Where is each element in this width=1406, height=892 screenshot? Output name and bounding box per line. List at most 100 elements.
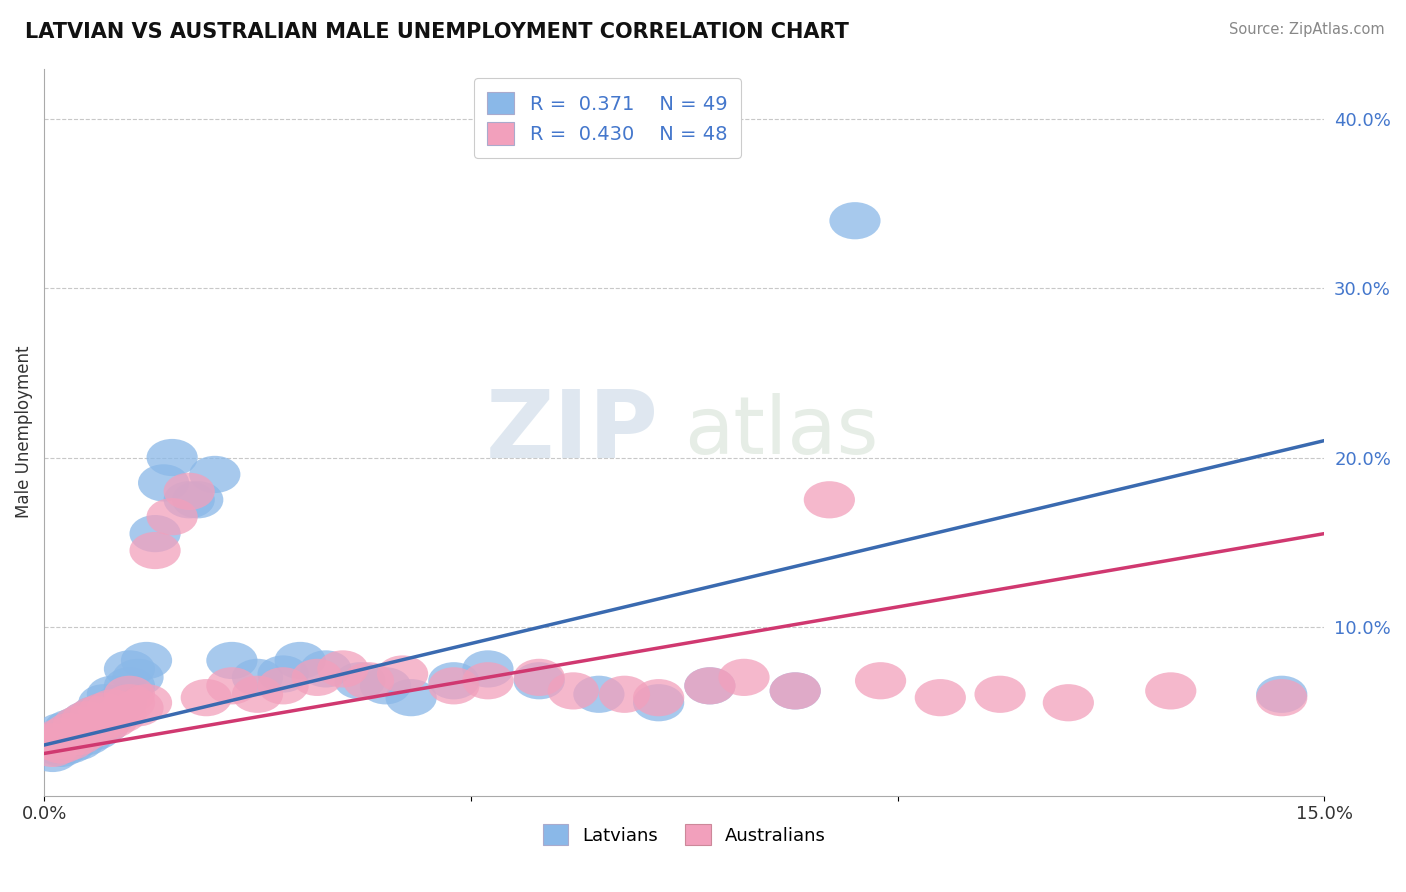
Ellipse shape: [44, 723, 96, 760]
Ellipse shape: [79, 692, 129, 730]
Ellipse shape: [769, 673, 821, 709]
Ellipse shape: [70, 713, 121, 750]
Ellipse shape: [718, 659, 769, 696]
Ellipse shape: [463, 650, 513, 688]
Ellipse shape: [291, 659, 343, 696]
Ellipse shape: [513, 662, 565, 699]
Text: Source: ZipAtlas.com: Source: ZipAtlas.com: [1229, 22, 1385, 37]
Ellipse shape: [62, 709, 112, 747]
Y-axis label: Male Unemployment: Male Unemployment: [15, 346, 32, 518]
Ellipse shape: [1256, 679, 1308, 716]
Ellipse shape: [35, 718, 87, 756]
Ellipse shape: [633, 684, 685, 722]
Ellipse shape: [87, 701, 138, 739]
Ellipse shape: [377, 656, 429, 692]
Ellipse shape: [79, 706, 129, 743]
Ellipse shape: [112, 690, 163, 726]
Ellipse shape: [79, 692, 129, 730]
Ellipse shape: [104, 684, 155, 722]
Ellipse shape: [299, 650, 352, 688]
Ellipse shape: [257, 667, 309, 705]
Ellipse shape: [548, 673, 599, 709]
Ellipse shape: [463, 662, 513, 699]
Ellipse shape: [87, 696, 138, 733]
Ellipse shape: [87, 690, 138, 726]
Ellipse shape: [44, 718, 96, 756]
Ellipse shape: [121, 642, 172, 679]
Ellipse shape: [104, 675, 155, 713]
Ellipse shape: [35, 730, 87, 767]
Ellipse shape: [685, 667, 735, 705]
Ellipse shape: [190, 456, 240, 493]
Ellipse shape: [70, 696, 121, 733]
Ellipse shape: [44, 709, 96, 747]
Ellipse shape: [685, 667, 735, 705]
Ellipse shape: [52, 713, 104, 750]
Ellipse shape: [274, 642, 326, 679]
Ellipse shape: [70, 709, 121, 747]
Ellipse shape: [44, 713, 96, 750]
Ellipse shape: [830, 202, 880, 239]
Ellipse shape: [146, 498, 198, 535]
Ellipse shape: [27, 735, 79, 772]
Ellipse shape: [318, 650, 368, 688]
Ellipse shape: [232, 675, 283, 713]
Ellipse shape: [769, 673, 821, 709]
Ellipse shape: [163, 481, 215, 518]
Ellipse shape: [804, 481, 855, 518]
Ellipse shape: [62, 701, 112, 739]
Ellipse shape: [429, 667, 479, 705]
Ellipse shape: [87, 675, 138, 713]
Ellipse shape: [52, 718, 104, 756]
Ellipse shape: [429, 662, 479, 699]
Ellipse shape: [385, 679, 437, 716]
Text: LATVIAN VS AUSTRALIAN MALE UNEMPLOYMENT CORRELATION CHART: LATVIAN VS AUSTRALIAN MALE UNEMPLOYMENT …: [25, 22, 849, 42]
Ellipse shape: [70, 696, 121, 733]
Ellipse shape: [1256, 675, 1308, 713]
Ellipse shape: [146, 439, 198, 476]
Ellipse shape: [129, 532, 181, 569]
Ellipse shape: [104, 667, 155, 705]
Ellipse shape: [513, 659, 565, 696]
Ellipse shape: [181, 679, 232, 716]
Ellipse shape: [855, 662, 907, 699]
Ellipse shape: [27, 723, 79, 760]
Ellipse shape: [79, 706, 129, 743]
Ellipse shape: [35, 723, 87, 760]
Ellipse shape: [27, 730, 79, 767]
Legend: R =  0.371    N = 49, R =  0.430    N = 48: R = 0.371 N = 49, R = 0.430 N = 48: [474, 78, 741, 158]
Ellipse shape: [96, 696, 146, 733]
Ellipse shape: [104, 650, 155, 688]
Ellipse shape: [335, 662, 385, 699]
Ellipse shape: [52, 706, 104, 743]
Ellipse shape: [79, 684, 129, 722]
Ellipse shape: [138, 464, 190, 501]
Ellipse shape: [172, 481, 224, 518]
Ellipse shape: [207, 642, 257, 679]
Ellipse shape: [35, 713, 87, 750]
Ellipse shape: [207, 667, 257, 705]
Ellipse shape: [599, 675, 650, 713]
Ellipse shape: [574, 675, 624, 713]
Ellipse shape: [52, 706, 104, 743]
Ellipse shape: [27, 726, 79, 764]
Ellipse shape: [62, 718, 112, 756]
Ellipse shape: [112, 659, 163, 696]
Ellipse shape: [343, 662, 394, 699]
Ellipse shape: [360, 667, 411, 705]
Ellipse shape: [96, 684, 146, 722]
Ellipse shape: [257, 656, 309, 692]
Ellipse shape: [121, 684, 172, 722]
Text: atlas: atlas: [685, 393, 879, 471]
Ellipse shape: [915, 679, 966, 716]
Ellipse shape: [35, 726, 87, 764]
Text: ZIP: ZIP: [486, 386, 658, 478]
Ellipse shape: [62, 713, 112, 750]
Ellipse shape: [1144, 673, 1197, 709]
Ellipse shape: [232, 659, 283, 696]
Ellipse shape: [163, 473, 215, 510]
Ellipse shape: [633, 679, 685, 716]
Ellipse shape: [44, 726, 96, 764]
Ellipse shape: [62, 701, 112, 739]
Ellipse shape: [1043, 684, 1094, 722]
